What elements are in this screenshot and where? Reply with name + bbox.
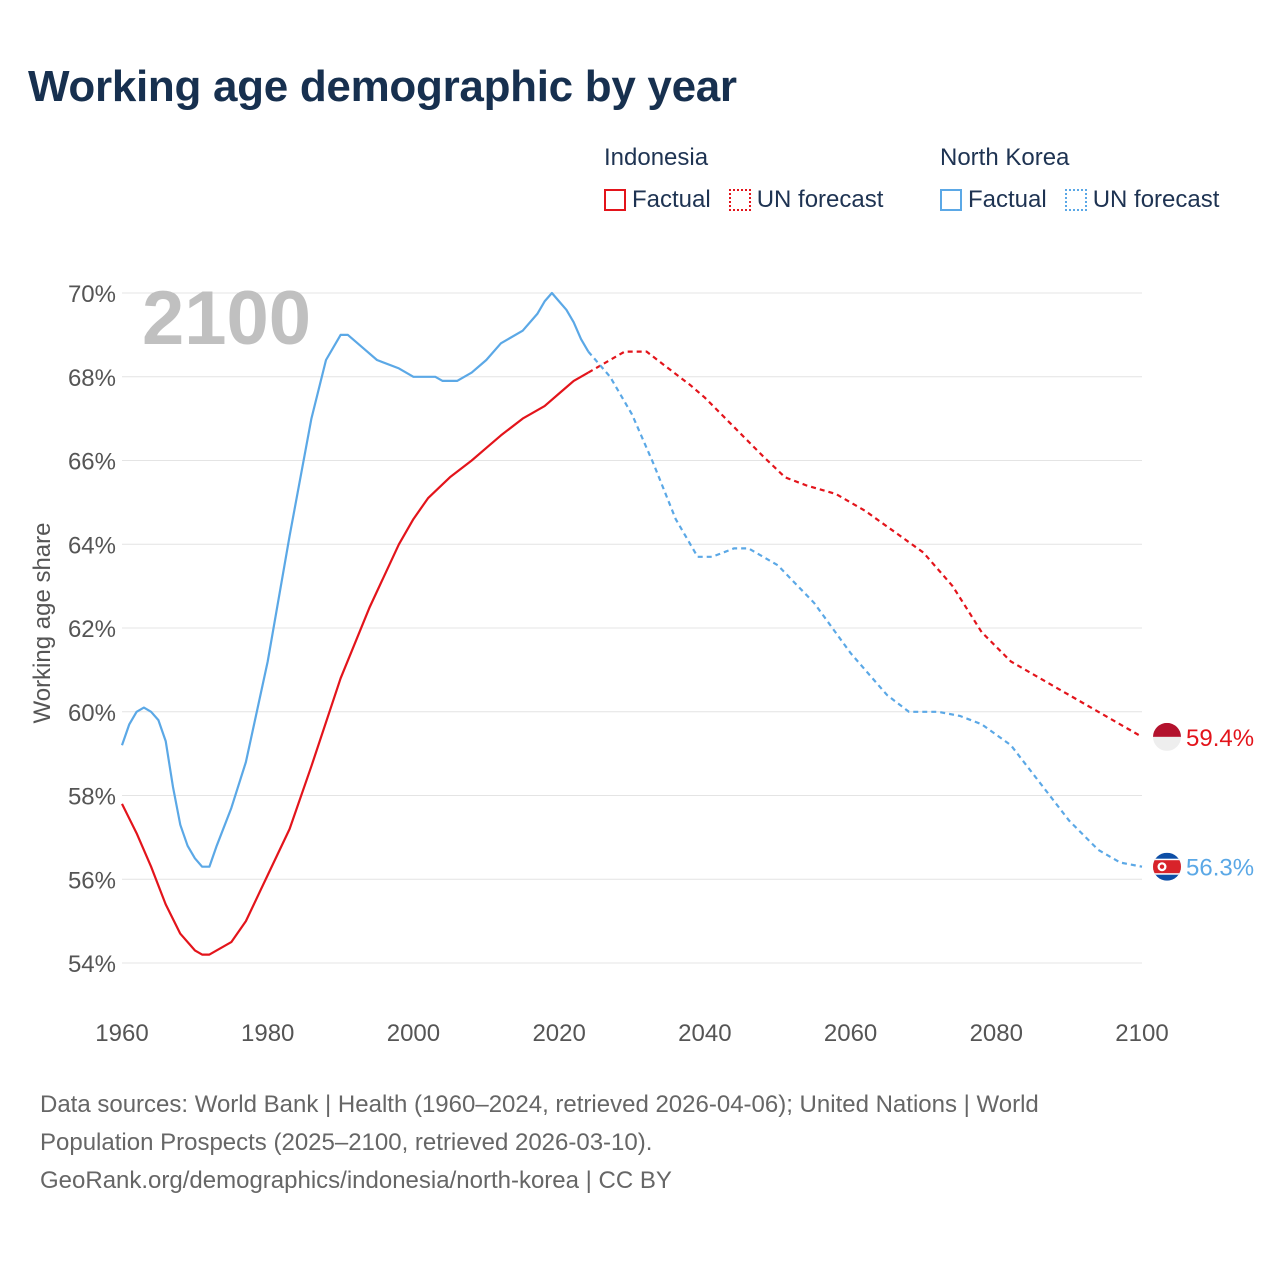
forecast-swatch-icon (1064, 189, 1087, 211)
legend-item-indonesia-factual[interactable]: Factual (604, 186, 711, 214)
legend-group-name: North Korea (940, 144, 1070, 171)
north-korea-factual-line[interactable] (120, 291, 590, 868)
legend-label: Factual (968, 186, 1047, 213)
x-tick-label: 2040 (678, 1020, 731, 1047)
y-tick-label: 56% (68, 867, 116, 894)
year-marker: 2100 (142, 276, 311, 361)
y-tick-label: 54% (68, 951, 116, 978)
sources-line: Population Prospects (2025–2100, retriev… (40, 1129, 653, 1156)
indonesia-flag-icon (1153, 722, 1181, 751)
data-sources-note: Data sources: World Bank | Health (1960–… (40, 1086, 1220, 1200)
y-axis-ticks: 54% 56% 58% 60% 62% 64% 66% 68% 70% (68, 281, 116, 978)
sources-line: Data sources: World Bank | Health (1960–… (40, 1091, 1039, 1118)
x-tick-label: 2060 (824, 1020, 877, 1047)
legend-item-indonesia-forecast[interactable]: UN forecast (728, 186, 884, 214)
y-tick-label: 58% (68, 784, 116, 811)
y-tick-label: 62% (68, 616, 116, 643)
line-chart: 2100 54% 56% 58% 60% 62% 64% 66% 68% 70% 1960 198… (29, 276, 1254, 1047)
y-axis-label: Working age share (29, 523, 56, 724)
x-tick-label: 2000 (387, 1020, 440, 1047)
indonesia-end-label: 59.4% (1186, 725, 1254, 752)
series-lines (120, 291, 1143, 956)
x-tick-label: 2020 (532, 1020, 585, 1047)
legend-north-korea: North Korea Factual UN forecast (940, 144, 1219, 214)
legend-label: UN forecast (756, 186, 884, 213)
indonesia-factual-line[interactable] (121, 371, 589, 956)
end-value-labels: 59.4% 56.3% (1186, 725, 1254, 882)
x-tick-label: 1980 (241, 1020, 294, 1047)
y-tick-label: 64% (68, 532, 116, 559)
end-flags (1153, 722, 1181, 881)
legend-group-name: Indonesia (604, 144, 709, 171)
y-tick-label: 60% (68, 700, 116, 727)
chart-title: Working age demographic by year (28, 62, 737, 111)
factual-swatch-icon (940, 189, 962, 211)
legend-indonesia: Indonesia Factual UN forecast (604, 144, 883, 214)
x-tick-label: 1960 (95, 1020, 148, 1047)
sources-link[interactable]: GeoRank.org/demographics/indonesia/north… (40, 1167, 672, 1194)
y-tick-label: 68% (68, 365, 116, 392)
legend-label: Factual (632, 186, 711, 213)
x-tick-label: 2080 (970, 1020, 1023, 1047)
north-korea-end-label: 56.3% (1186, 855, 1254, 882)
x-tick-label: 2100 (1115, 1020, 1168, 1047)
grid-lines (122, 292, 1142, 964)
factual-swatch-icon (604, 189, 626, 211)
legend-item-north-korea-factual[interactable]: Factual (940, 186, 1047, 214)
north-korea-forecast-line[interactable] (587, 350, 1143, 868)
forecast-swatch-icon (728, 189, 751, 211)
legend-label: UN forecast (1092, 186, 1220, 213)
north-korea-flag-icon (1153, 852, 1181, 881)
x-axis-ticks: 1960 1980 2000 2020 2040 2060 2080 2100 (95, 1020, 1168, 1047)
indonesia-forecast-line[interactable] (587, 350, 1143, 738)
y-tick-label: 70% (68, 281, 116, 308)
legend-item-north-korea-forecast[interactable]: UN forecast (1064, 186, 1220, 214)
y-tick-label: 66% (68, 449, 116, 476)
